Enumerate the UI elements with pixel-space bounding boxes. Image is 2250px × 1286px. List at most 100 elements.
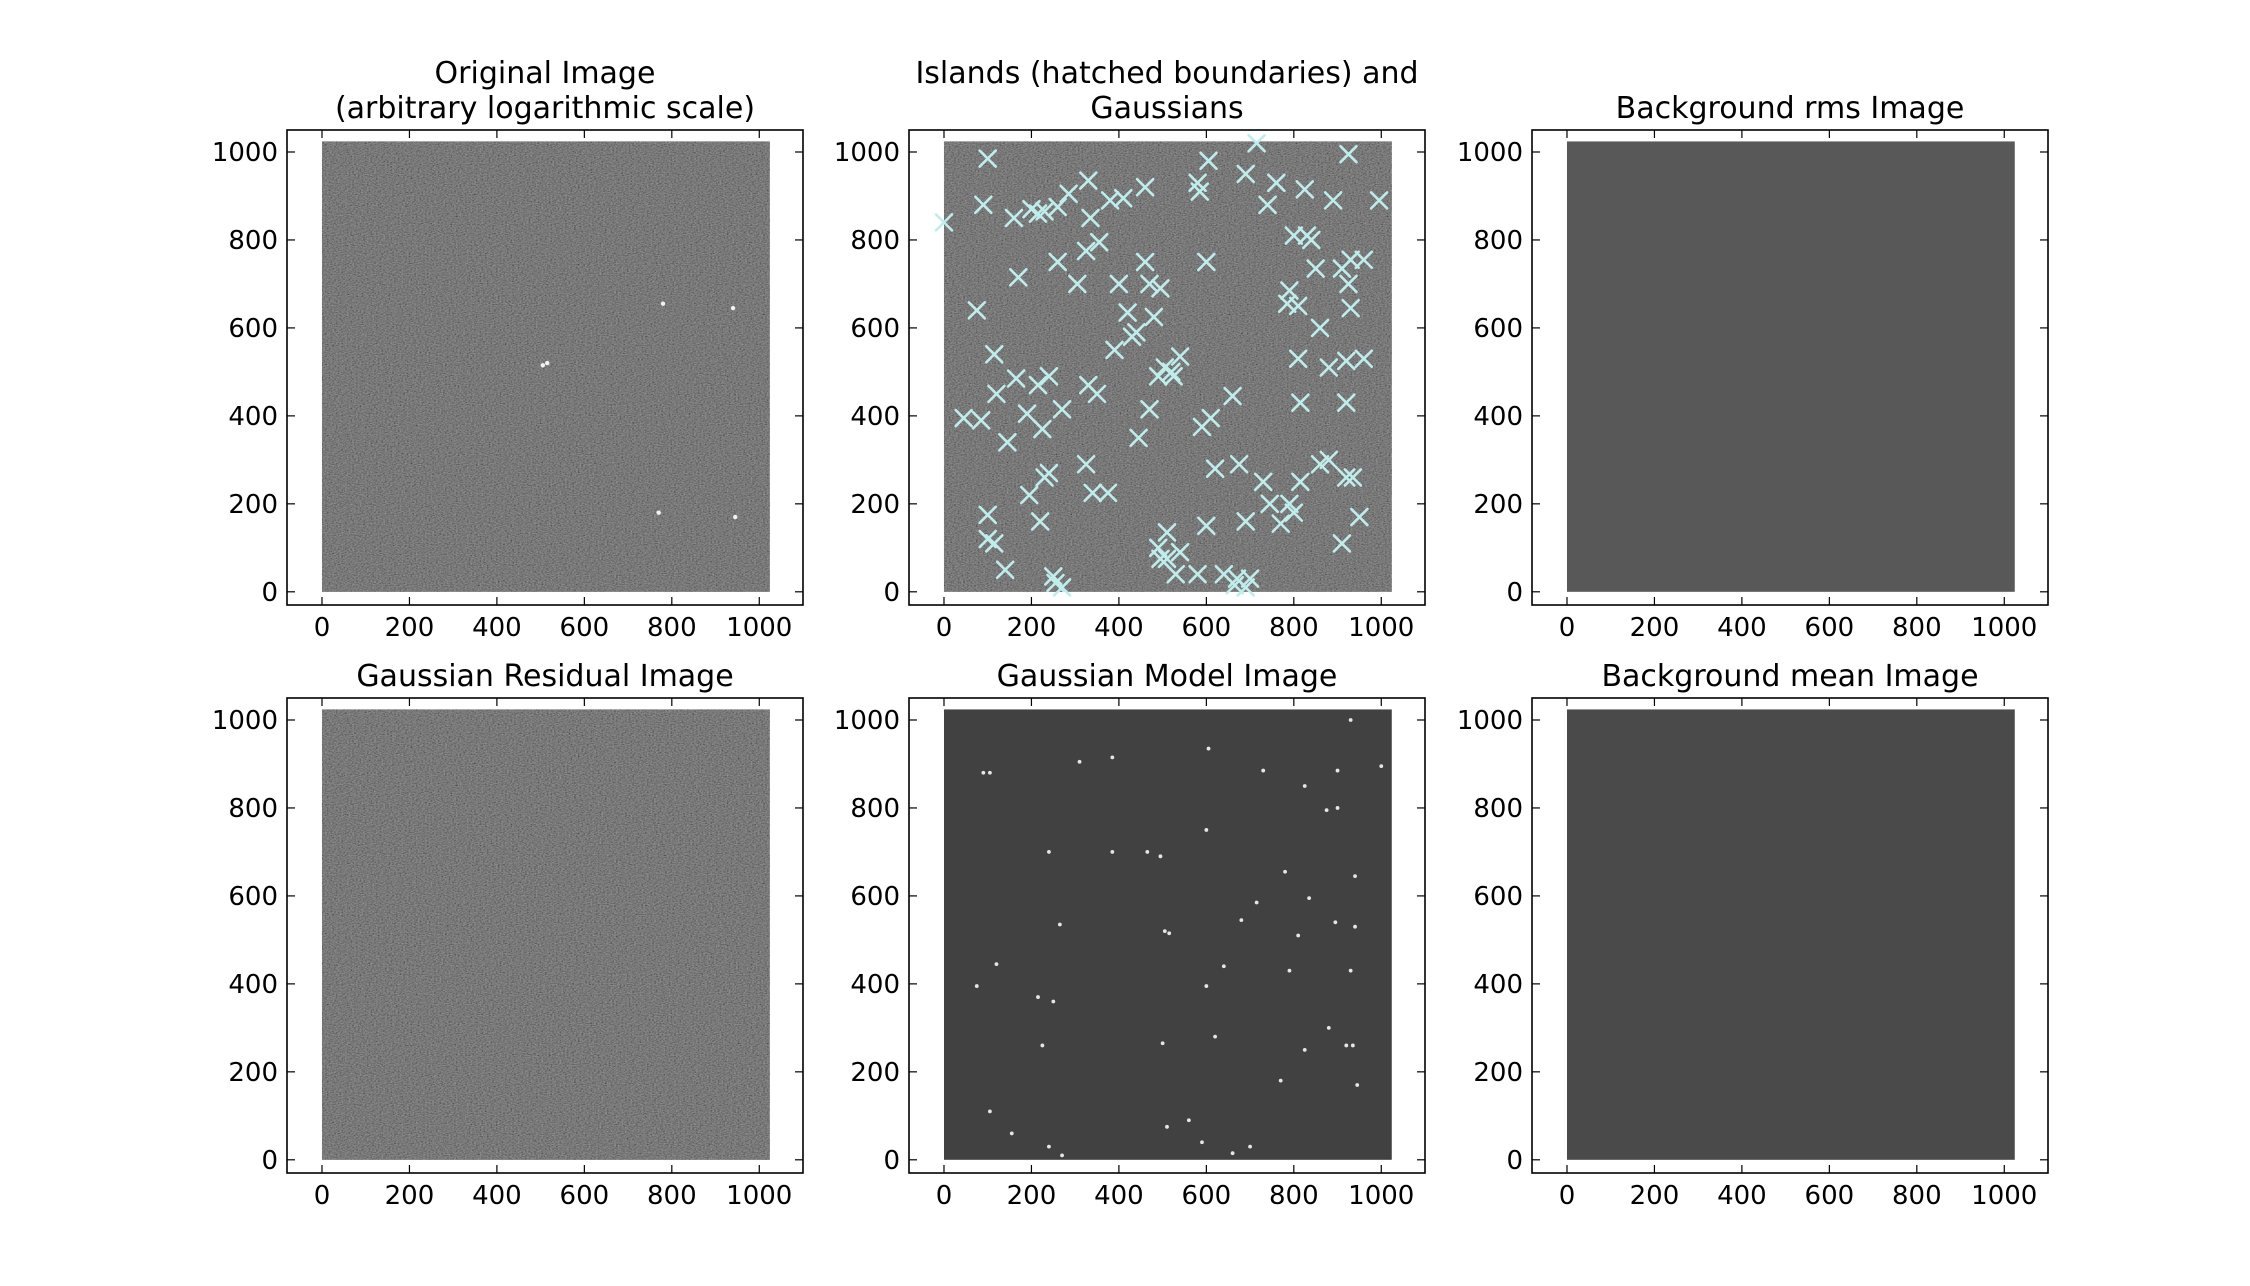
gaussian-marker: [1030, 512, 1050, 531]
model-source: [1379, 764, 1384, 769]
gaussian-marker: [987, 384, 1006, 404]
x-tick-label: 1000: [1348, 613, 1414, 643]
gaussian-marker: [1144, 307, 1164, 327]
gaussian-marker: [1004, 208, 1024, 228]
gaussian-marker: [1332, 534, 1352, 553]
gaussian-marker: [971, 410, 991, 430]
model-source: [1051, 999, 1056, 1004]
panel-background-mean: 0 200 400 600 800 1000 0 200 400 600 800 1000 Backgr…: [1457, 659, 2049, 1211]
gaussian-marker: [1083, 483, 1102, 503]
y-tick-label: 1000: [1457, 706, 1523, 736]
model-source: [1204, 828, 1209, 832]
model-source: [1283, 869, 1287, 874]
gaussian-marker: [1350, 507, 1369, 527]
axes-frame: [1531, 129, 2049, 606]
gaussian-marker: [1339, 274, 1358, 294]
bright-source: [730, 305, 736, 311]
gaussian-marker: [1098, 483, 1118, 503]
model-source: [1077, 759, 1082, 764]
gaussian-marker: [1157, 523, 1177, 542]
gaussian-marker: [1229, 454, 1249, 474]
gaussian-marker: [1087, 384, 1107, 404]
gaussian-marker: [978, 149, 998, 168]
y-tick-label: 1000: [834, 706, 900, 736]
model-source: [1200, 1140, 1204, 1145]
x-tick-label: 800: [1269, 1181, 1319, 1211]
gaussian-marker: [1201, 408, 1221, 428]
model-source: [1239, 918, 1244, 923]
model-source: [1353, 874, 1357, 879]
bright-source: [544, 360, 550, 366]
x-tick-label: 0: [314, 1181, 331, 1211]
axes-frame: [286, 129, 804, 606]
model-source: [1165, 1124, 1169, 1129]
x-tick-label: 600: [1182, 1181, 1232, 1211]
x-tick-label: 0: [936, 1181, 953, 1211]
x-tick-label: 0: [1559, 613, 1576, 643]
model-source: [1145, 850, 1150, 854]
gaussian-marker: [998, 432, 1017, 452]
gaussian-marker: [954, 408, 973, 428]
gaussian-marker: [974, 195, 993, 215]
gaussian-marker: [1068, 274, 1087, 294]
y-tick-label: 0: [883, 578, 900, 608]
gaussian-marker: [1236, 164, 1256, 184]
gaussian-marker: [1076, 454, 1096, 474]
x-tick-label: 400: [472, 1181, 522, 1211]
y-tick-label: 800: [850, 794, 900, 824]
gaussian-marker: [1199, 151, 1218, 171]
y-tick-label: 200: [1473, 490, 1523, 520]
gaussian-marker: [1236, 578, 1256, 597]
panel-original: 0 200 400 600 800 1000 0 200 400 600 800 1000 Origin…: [212, 56, 804, 643]
bright-source: [656, 510, 661, 515]
gaussian-marker: [1028, 204, 1048, 223]
gaussian-marker: [1148, 366, 1168, 386]
panel-background-rms: 0 200 400 600 800 1000 0 200 400 600 800 1000 Backgr…: [1457, 91, 2049, 643]
x-tick-label: 800: [1269, 613, 1319, 643]
gaussian-marker: [1310, 318, 1330, 338]
gaussian-marker: [1369, 191, 1389, 210]
model-source: [1110, 755, 1115, 760]
x-tick-label: 1000: [1348, 1181, 1414, 1211]
model-source: [1221, 964, 1226, 969]
model-source: [1333, 920, 1338, 925]
gaussian-marker: [1140, 274, 1159, 294]
gaussian-marker: [1039, 366, 1059, 386]
model-source: [1248, 1144, 1252, 1149]
model-source: [1162, 929, 1167, 934]
x-tick-label: 200: [1630, 1181, 1680, 1211]
gaussian-marker: [1089, 232, 1109, 252]
x-tick-label: 400: [1094, 1181, 1144, 1211]
y-tick-label: 800: [1473, 226, 1523, 256]
model-source: [1047, 1144, 1051, 1149]
gaussian-marker: [1048, 197, 1067, 217]
x-tick-label: 800: [1892, 613, 1942, 643]
gaussian-marker: [1236, 512, 1256, 531]
model-source: [1261, 768, 1266, 773]
model-source: [1254, 900, 1259, 905]
gaussian-marker: [1113, 188, 1133, 208]
y-tick-label: 800: [228, 794, 278, 824]
y-tick-label: 0: [1506, 1146, 1523, 1176]
gaussian-marker: [978, 505, 998, 525]
gaussian-marker: [1302, 230, 1321, 250]
y-tick-label: 600: [1473, 882, 1523, 912]
bright-source: [540, 363, 546, 368]
gaussian-marker: [1033, 419, 1052, 439]
gaussian-marker: [1140, 399, 1159, 419]
x-tick-label: 1000: [726, 1181, 792, 1211]
gaussian-marker: [1339, 144, 1358, 164]
y-tick-label: 400: [228, 970, 278, 1000]
gaussian-marker: [1341, 298, 1360, 318]
gaussian-marker: [1044, 567, 1063, 586]
model-source: [1204, 984, 1209, 988]
model-source: [974, 984, 979, 988]
gaussian-marker: [1336, 468, 1356, 487]
y-tick-label: 0: [1506, 578, 1523, 608]
gaussian-marker: [1260, 494, 1280, 514]
gaussian-marker: [1288, 296, 1308, 316]
gaussian-marker: [1225, 575, 1245, 595]
model-source: [1009, 1131, 1014, 1136]
